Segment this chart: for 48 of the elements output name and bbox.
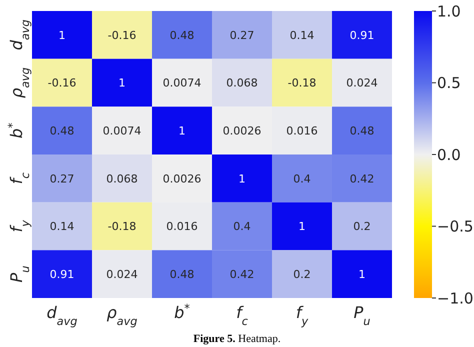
x-tick-label: ρ$_{avg}$ [106, 303, 138, 328]
data-label: -0.18 [288, 76, 316, 90]
data-label: 0.4 [233, 220, 251, 234]
data-label: 0.068 [226, 76, 258, 90]
color-bar-label: 0.0 [437, 146, 461, 164]
data-label: 0.0074 [162, 76, 202, 90]
data-label: 1 [238, 172, 246, 186]
x-tick-label: f$_{c}$ [236, 303, 248, 328]
x-tick-label: d$_{avg}$ [46, 303, 78, 328]
data-label: 0.48 [170, 28, 194, 42]
data-label: 0.2 [293, 268, 311, 281]
data-label: 0.024 [106, 268, 138, 281]
data-label: 0.27 [230, 28, 254, 42]
data-label: 0.14 [290, 28, 314, 42]
data-label: 0.024 [346, 76, 378, 90]
data-label: 0.016 [166, 220, 198, 234]
data-label: 0.91 [50, 268, 74, 281]
color-bar-label: 0.5 [437, 74, 461, 92]
data-label: -0.16 [108, 28, 136, 42]
data-label: 0.42 [350, 172, 374, 186]
data-label: 0.48 [50, 124, 74, 138]
data-label: -0.16 [48, 76, 76, 90]
x-tick-label: b$^{*}$ [174, 302, 190, 322]
color-bar-label: −0.5 [437, 218, 474, 236]
data-label: 0.0026 [162, 172, 202, 186]
data-label: 1 [118, 76, 126, 90]
caption: Figure 5. Heatmap. [193, 333, 281, 345]
color-bar-label: −1.0 [437, 289, 474, 308]
data-label: 0.068 [106, 172, 138, 186]
x-tick-label: P$_{u}$ [354, 303, 370, 328]
color-bar-label: 1.0 [437, 2, 461, 20]
data-label: 0.2 [353, 220, 371, 234]
data-label: 0.14 [50, 220, 74, 234]
x-tick-label: f$_{y}$ [296, 303, 309, 328]
data-label: 1 [58, 28, 66, 42]
data-label: 1 [358, 268, 366, 281]
data-label: 0.91 [350, 28, 374, 42]
data-label: 0.016 [286, 124, 318, 138]
data-label: 1 [178, 124, 186, 138]
data-label: 0.42 [230, 268, 254, 281]
data-label: 0.4 [293, 172, 311, 186]
data-label: 0.48 [350, 124, 374, 138]
data-label: 1 [298, 220, 306, 234]
data-label: 0.48 [170, 268, 194, 281]
data-label: 0.27 [50, 172, 74, 186]
data-label: -0.18 [108, 220, 136, 234]
data-label: 0.0074 [102, 124, 142, 138]
data-label: 0.0026 [222, 124, 262, 138]
